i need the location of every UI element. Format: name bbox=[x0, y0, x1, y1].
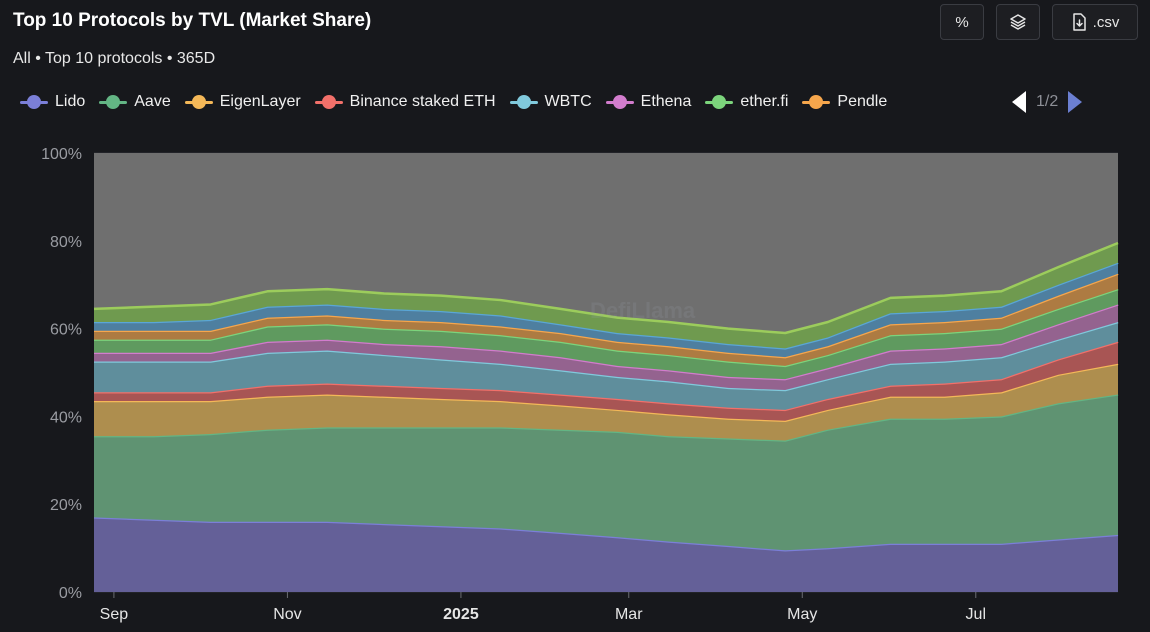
series-line-9 bbox=[93, 241, 1119, 335]
legend-marker-icon bbox=[20, 95, 48, 109]
x-tick-label: Mar bbox=[615, 606, 643, 623]
legend-label: EigenLayer bbox=[219, 93, 301, 110]
legend-prev-arrow-icon[interactable] bbox=[1012, 91, 1026, 113]
x-tick-label: Sep bbox=[100, 606, 129, 623]
x-axis: Sep Nov 2025 Mar May Jul bbox=[100, 592, 986, 623]
legend-label: Ethena bbox=[640, 93, 692, 110]
y-axis: 0% 20% 40% 60% 80% 100% bbox=[41, 146, 82, 602]
area-series-9[interactable] bbox=[94, 242, 1118, 349]
legend-item-0[interactable]: Lido bbox=[20, 88, 85, 116]
legend-pager: 1/2 bbox=[1012, 88, 1083, 116]
legend-label: Aave bbox=[134, 93, 171, 110]
y-tick-label: 60% bbox=[50, 322, 82, 339]
x-tick-label: 2025 bbox=[443, 606, 479, 623]
percent-button-label: % bbox=[955, 13, 969, 31]
area-ethena[interactable] bbox=[94, 304, 1118, 391]
legend-page-indicator: 1/2 bbox=[1036, 93, 1059, 110]
watermark-text: DefiLlama bbox=[590, 298, 696, 323]
chart-legend: Lido Aave EigenLayer Binance staked ETH WBTC… bbox=[20, 88, 985, 116]
x-tick-label: May bbox=[787, 606, 817, 623]
legend-item-3[interactable]: Binance staked ETH bbox=[314, 88, 496, 116]
legend-label: Binance staked ETH bbox=[349, 93, 496, 110]
area-binance-staked-eth[interactable] bbox=[94, 341, 1118, 421]
y-tick-label: 0% bbox=[59, 585, 82, 602]
legend-marker-icon bbox=[605, 95, 634, 109]
legend-item-6[interactable]: ether.fi bbox=[705, 88, 788, 116]
y-tick-label: 100% bbox=[41, 146, 82, 163]
legend-label: ether.fi bbox=[740, 93, 789, 110]
chart-title: Top 10 Protocols by TVL (Market Share) bbox=[13, 10, 372, 31]
legend-marker-icon bbox=[509, 95, 538, 109]
series-areas bbox=[93, 241, 1119, 592]
percent-toggle-button[interactable]: % bbox=[940, 4, 984, 40]
legend-item-1[interactable]: Aave bbox=[99, 88, 171, 116]
legend-next-arrow-icon[interactable] bbox=[1068, 91, 1083, 113]
download-file-icon bbox=[1072, 13, 1086, 31]
legend-item-4[interactable]: WBTC bbox=[509, 88, 592, 116]
layers-icon bbox=[1010, 14, 1026, 30]
chart-subtitle: All • Top 10 protocols • 365D bbox=[13, 50, 216, 67]
legend-marker-icon bbox=[705, 95, 734, 109]
area-wbtc[interactable] bbox=[94, 322, 1118, 410]
stack-toggle-button[interactable] bbox=[996, 4, 1040, 40]
y-tick-label: 20% bbox=[50, 497, 82, 514]
csv-button-label: .csv bbox=[1092, 13, 1120, 31]
area-eigenlayer[interactable] bbox=[94, 363, 1118, 441]
legend-marker-icon bbox=[99, 95, 128, 109]
legend-marker-icon bbox=[314, 95, 343, 109]
chart-toolbar: % .csv bbox=[940, 4, 1138, 40]
legend-label: WBTC bbox=[544, 93, 592, 110]
y-tick-label: 80% bbox=[50, 234, 82, 251]
legend-item-7[interactable]: Pendle bbox=[802, 88, 887, 116]
area-lido[interactable] bbox=[94, 517, 1118, 592]
legend-item-5[interactable]: Ethena bbox=[605, 88, 692, 116]
download-csv-button[interactable]: .csv bbox=[1052, 4, 1138, 40]
x-tick-label: Nov bbox=[273, 606, 301, 623]
legend-marker-icon bbox=[184, 95, 213, 109]
legend-label: Pendle bbox=[837, 93, 888, 110]
legend-label: Lido bbox=[55, 93, 86, 110]
area-aave[interactable] bbox=[94, 394, 1118, 551]
y-tick-label: 40% bbox=[50, 409, 82, 426]
area-pendle[interactable] bbox=[94, 273, 1118, 366]
area-series-8[interactable] bbox=[94, 262, 1118, 358]
legend-marker-icon bbox=[802, 95, 831, 109]
area-ether-fi[interactable] bbox=[94, 289, 1118, 380]
legend-item-2[interactable]: EigenLayer bbox=[184, 88, 301, 116]
x-tick-label: Jul bbox=[966, 606, 986, 623]
